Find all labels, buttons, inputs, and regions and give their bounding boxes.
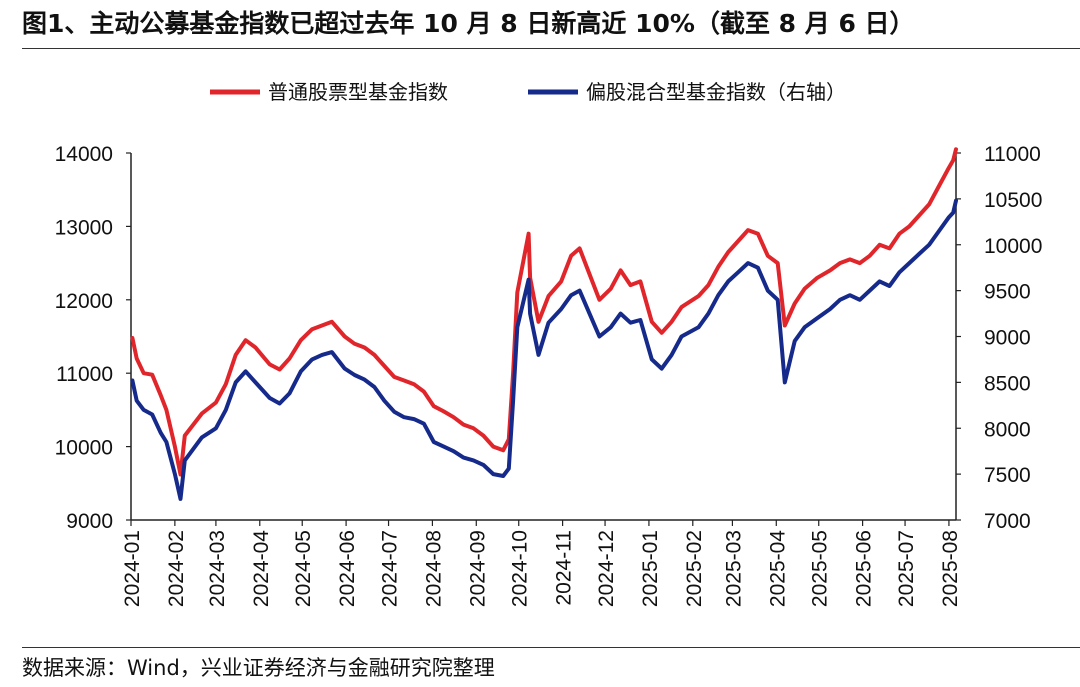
left-tick-label: 9000 [66, 510, 113, 533]
right-tick-label: 8500 [984, 372, 1031, 395]
x-tick-label: 2024-04 [250, 530, 273, 607]
x-tick-label: 2025-01 [639, 530, 662, 607]
legend: 普通股票型基金指数 偏股混合型基金指数（右轴） [210, 80, 846, 104]
x-tick-label: 2024-02 [165, 530, 188, 607]
right-tick-label: 11000 [984, 143, 1041, 166]
title-divider [22, 48, 1080, 49]
x-tick-label: 2024-01 [121, 530, 144, 607]
legend-label-series1: 普通股票型基金指数 [268, 80, 448, 104]
series-line-2 [130, 198, 958, 501]
x-tick-label: 2025-07 [895, 530, 918, 607]
axes: 9000 10000 11000 12000 13000 14000 7000 7500 800… [55, 143, 1043, 607]
plot-area [130, 147, 958, 501]
x-tick-label: 2024-10 [509, 530, 532, 607]
series-line-1 [130, 147, 958, 477]
x-tick-label: 2025-04 [766, 530, 789, 607]
left-tick-label: 10000 [55, 437, 113, 460]
right-tick-label: 9000 [984, 327, 1031, 350]
right-tick-label: 7000 [984, 510, 1031, 533]
x-tick-label: 2025-05 [809, 530, 832, 607]
x-tick-label: 2024-05 [292, 530, 315, 607]
line-chart: 普通股票型基金指数 偏股混合型基金指数（右轴） 9000 10000 11000 12… [55, 80, 1043, 607]
left-tick-label: 11000 [56, 363, 113, 386]
right-tick-label: 10500 [984, 189, 1042, 212]
source-note: 数据来源：Wind，兴业证券经济与金融研究院整理 [22, 656, 495, 680]
right-tick-label: 7500 [984, 464, 1031, 487]
x-tick-label: 2025-08 [939, 530, 962, 607]
x-tick-label: 2024-06 [336, 530, 359, 607]
x-tick-label: 2025-02 [683, 530, 706, 607]
x-tick-label: 2024-12 [595, 530, 618, 607]
x-tick-label: 2024-07 [379, 530, 402, 607]
x-tick-label: 2025-06 [853, 530, 876, 607]
x-tick-label: 2024-09 [466, 530, 489, 607]
x-tick-label: 2025-03 [722, 530, 745, 607]
right-tick-label: 8000 [984, 418, 1031, 441]
footer-divider [22, 647, 1080, 648]
right-tick-label: 9500 [984, 281, 1031, 304]
right-tick-label: 10000 [984, 235, 1042, 258]
left-tick-label: 14000 [55, 143, 113, 166]
left-tick-label: 13000 [55, 216, 113, 239]
chart-title: 图1、主动公募基金指数已超过去年 10 月 8 日新高近 10%（截至 8 月 … [22, 9, 915, 38]
legend-label-series2: 偏股混合型基金指数（右轴） [586, 80, 846, 104]
x-tick-label: 2024-08 [422, 530, 445, 607]
x-tick-label: 2024-11 [553, 530, 576, 606]
x-tick-label: 2024-03 [206, 530, 229, 607]
left-tick-label: 12000 [55, 290, 113, 313]
